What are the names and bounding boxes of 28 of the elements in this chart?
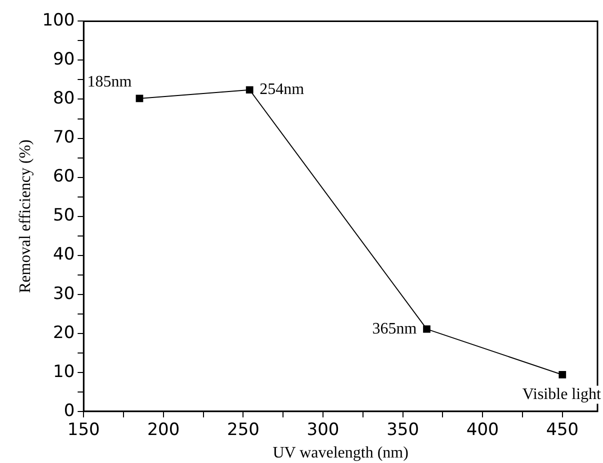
y-axis-title: Removal efficiency (%) (16, 140, 34, 294)
annotation: Visible light (522, 386, 602, 403)
x-tick-label: 300 (306, 420, 340, 440)
x-tick-label: 150 (67, 420, 100, 440)
y-tick-label: 10 (53, 362, 75, 382)
y-tick-label: 20 (53, 322, 75, 343)
x-tick-label: 400 (466, 420, 499, 440)
point (136, 94, 144, 102)
y-tick-label: 90 (53, 50, 75, 70)
x-tick-label: 250 (227, 420, 260, 440)
y-tick-label: 80 (53, 88, 75, 109)
annotation: 254nm (260, 81, 305, 98)
y-tick-label: 50 (53, 206, 75, 226)
annotation: 365nm (372, 320, 418, 338)
y-tick-label: 70 (53, 128, 75, 148)
x-tick-label: 200 (147, 420, 180, 440)
x-tick-label: 450 (546, 420, 579, 440)
x-tick-label: 350 (386, 420, 420, 440)
point (423, 325, 430, 333)
y-tick-label: 40 (53, 244, 75, 265)
y-tick-label: 0 (64, 400, 75, 421)
point (246, 86, 254, 94)
x-axis-title: UV wavelength (nm) (272, 444, 408, 462)
point (558, 371, 566, 378)
y-tick-label: 60 (53, 166, 75, 187)
annotation: 185nm (87, 74, 132, 91)
y-tick-label: 100 (42, 10, 75, 31)
y-tick-label: 30 (53, 284, 75, 304)
